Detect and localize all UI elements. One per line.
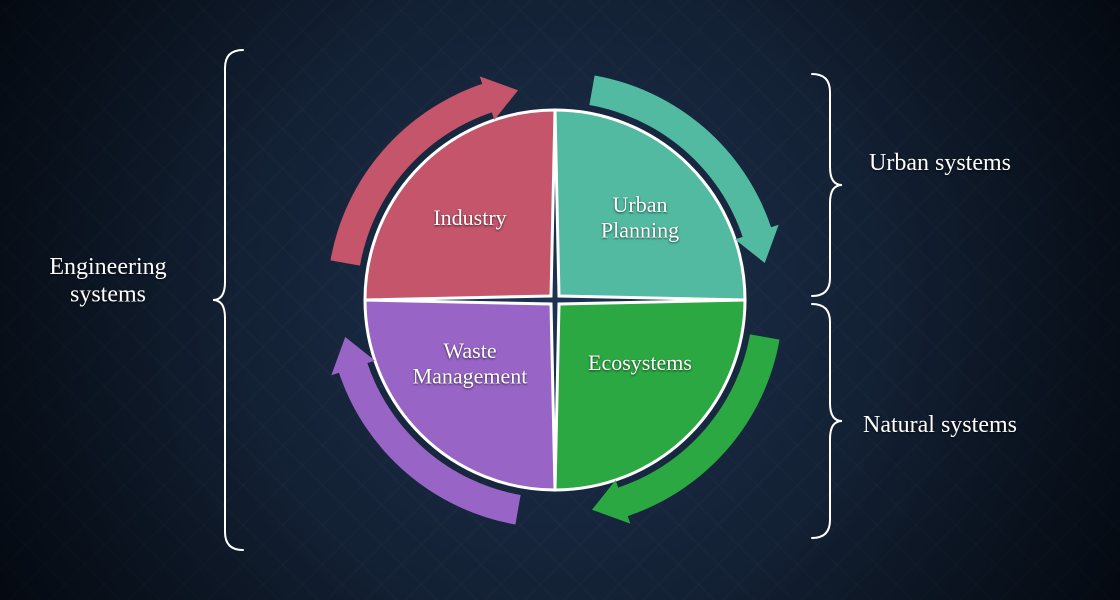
diagram-stage: IndustryUrbanPlanningEcosystemsWasteMana…	[0, 0, 1120, 600]
quadrant-waste-management	[365, 300, 555, 490]
side-label-natural: Natural systems	[863, 412, 1017, 438]
bracket-left	[213, 50, 243, 550]
bracket-right-top	[812, 74, 842, 296]
side-label-engineering: Engineeringsystems	[49, 254, 166, 308]
label-industry: Industry	[433, 205, 506, 230]
bracket-right-bottom	[812, 304, 842, 538]
label-ecosystems: Ecosystems	[588, 350, 692, 375]
diagram-svg: IndustryUrbanPlanningEcosystemsWasteMana…	[0, 0, 1120, 600]
diagram-svg-wrap: IndustryUrbanPlanningEcosystemsWasteMana…	[0, 0, 1120, 600]
side-label-urban: Urban systems	[869, 150, 1011, 176]
label-urban: UrbanPlanning	[601, 192, 679, 242]
quadrant-ecosystems	[555, 300, 745, 490]
